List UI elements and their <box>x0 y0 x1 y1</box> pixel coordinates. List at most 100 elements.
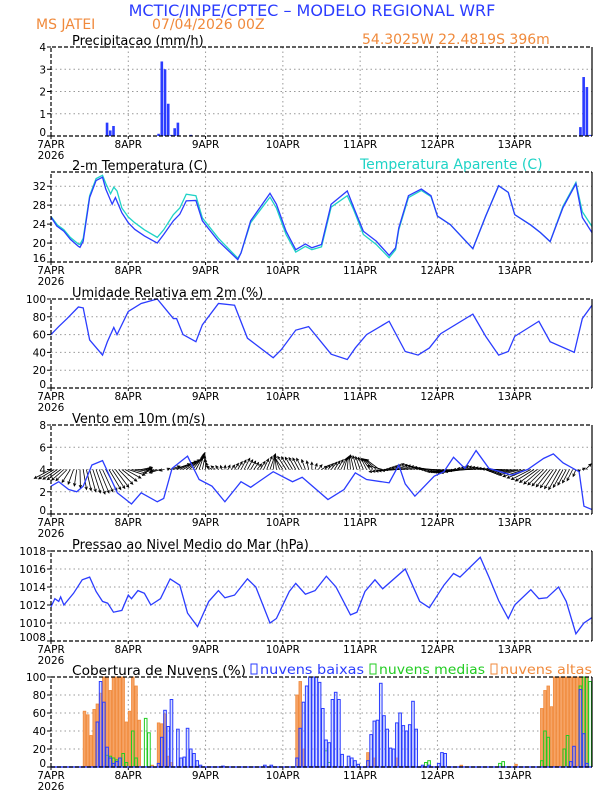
wind-vector <box>240 459 247 470</box>
wind-vector <box>493 469 515 475</box>
run-date: 07/04/2026 00Z <box>152 17 265 33</box>
y-tick-label: 16 <box>33 253 47 265</box>
wind-vector <box>296 457 303 470</box>
y-tick-label: 60 <box>33 708 46 720</box>
wind-vector <box>73 469 78 487</box>
wind-vector <box>491 469 512 474</box>
y-tick-label: 40 <box>33 347 46 359</box>
wind-vector <box>148 469 161 474</box>
y-tick-label: 100 <box>26 672 46 684</box>
x-tick-label: 13APR <box>498 644 532 656</box>
x-tick-label: 13APR <box>498 391 532 403</box>
wind-vector <box>166 467 171 471</box>
x-tick-label: 9APR <box>192 517 220 529</box>
bar <box>89 735 93 768</box>
bar <box>102 701 106 768</box>
wind-vector <box>566 469 574 482</box>
x-tick-label: 10APR <box>266 644 300 656</box>
wind-vector <box>273 455 284 470</box>
wind-vector <box>548 469 561 491</box>
x-year-label: 2026 <box>38 150 65 162</box>
x-year-label: 2026 <box>38 528 65 540</box>
bar <box>182 756 187 768</box>
x-year-label: 2026 <box>38 655 65 667</box>
bar <box>185 727 190 768</box>
y-tick-label: 20 <box>33 744 46 756</box>
y-tick-label: 80 <box>33 690 46 702</box>
bar <box>324 739 328 768</box>
bar <box>147 732 151 768</box>
series-line-2-m-temperatura-c- <box>50 176 593 261</box>
wind-vector <box>337 458 344 470</box>
wind-vector <box>544 469 557 490</box>
wind-vector <box>82 469 88 491</box>
panel-wind: Vento em 10m (m/s) 0 2 4 6 8 7APR 8APR 9APR 10APR… <box>33 412 593 540</box>
bar <box>575 676 579 768</box>
wind-vector <box>210 465 216 470</box>
wind-vector <box>510 469 531 480</box>
wind-vector <box>292 457 300 470</box>
y-tick-label: 1008 <box>19 632 46 644</box>
wind-vector <box>310 461 314 470</box>
panel-pres: Pressao ao Nivel Medio do Mar (hPa) 1008 1… <box>19 538 593 667</box>
bar <box>569 676 573 768</box>
wind-vector <box>317 464 323 470</box>
x-tick-label: 7APR <box>37 139 65 151</box>
bar <box>346 755 351 768</box>
bar <box>112 125 115 136</box>
bar <box>298 727 303 768</box>
main-title: MCTIC/INPE/CPTEC – MODELO REGIONAL WRF <box>129 1 496 20</box>
panel-title: 2-m Temperatura (C) <box>72 159 208 174</box>
x-tick-label: 13APR <box>498 770 532 782</box>
wind-vector <box>102 469 114 493</box>
wind-vector <box>234 462 239 470</box>
wind-vector <box>86 469 93 492</box>
bar <box>395 722 399 768</box>
bar <box>443 753 447 768</box>
bar <box>333 691 338 768</box>
wind-vector <box>266 455 273 470</box>
bar <box>337 699 341 768</box>
wind-vector <box>50 469 65 481</box>
wind-vector <box>305 460 310 470</box>
y-tick-label: 28 <box>33 200 46 212</box>
bar <box>388 747 393 768</box>
bar <box>115 676 119 768</box>
legend-high-clouds: nuvens altas <box>500 663 592 678</box>
bar <box>173 128 176 136</box>
x-tick-label: 11APR <box>343 770 377 782</box>
wind-vector <box>288 456 297 470</box>
bar <box>375 719 380 768</box>
wind-vector <box>201 455 207 470</box>
wind-vector <box>562 469 570 484</box>
legend-box-high <box>490 663 498 675</box>
wind-vector <box>33 469 52 479</box>
wind-vector <box>346 455 350 470</box>
bar <box>378 682 383 768</box>
y-tick-label: 1012 <box>19 600 46 612</box>
bar <box>382 715 386 768</box>
bar <box>585 87 589 136</box>
bar <box>366 760 370 768</box>
bar <box>304 685 309 768</box>
bar <box>353 760 357 768</box>
legend-low-clouds: nuvens baixas <box>260 663 364 678</box>
wind-vector <box>502 469 525 478</box>
series-line-velocidade <box>50 449 593 511</box>
bar <box>314 676 319 768</box>
wind-vector <box>582 467 586 471</box>
wind-vector <box>237 460 243 470</box>
wind-vector <box>334 460 341 470</box>
bar <box>137 719 141 768</box>
x-tick-label: 13APR <box>498 139 532 151</box>
y-tick-label: 20 <box>33 238 46 250</box>
x-tick-label: 9APR <box>192 391 220 403</box>
y-tick-label: 0 <box>39 379 46 391</box>
bar <box>340 753 344 768</box>
bar <box>169 699 174 768</box>
y-tick-label: 2 <box>39 87 46 99</box>
bar <box>179 757 183 768</box>
wind-vector <box>277 455 287 470</box>
wind-vector <box>495 469 519 476</box>
y-tick-label: 1016 <box>19 564 46 576</box>
